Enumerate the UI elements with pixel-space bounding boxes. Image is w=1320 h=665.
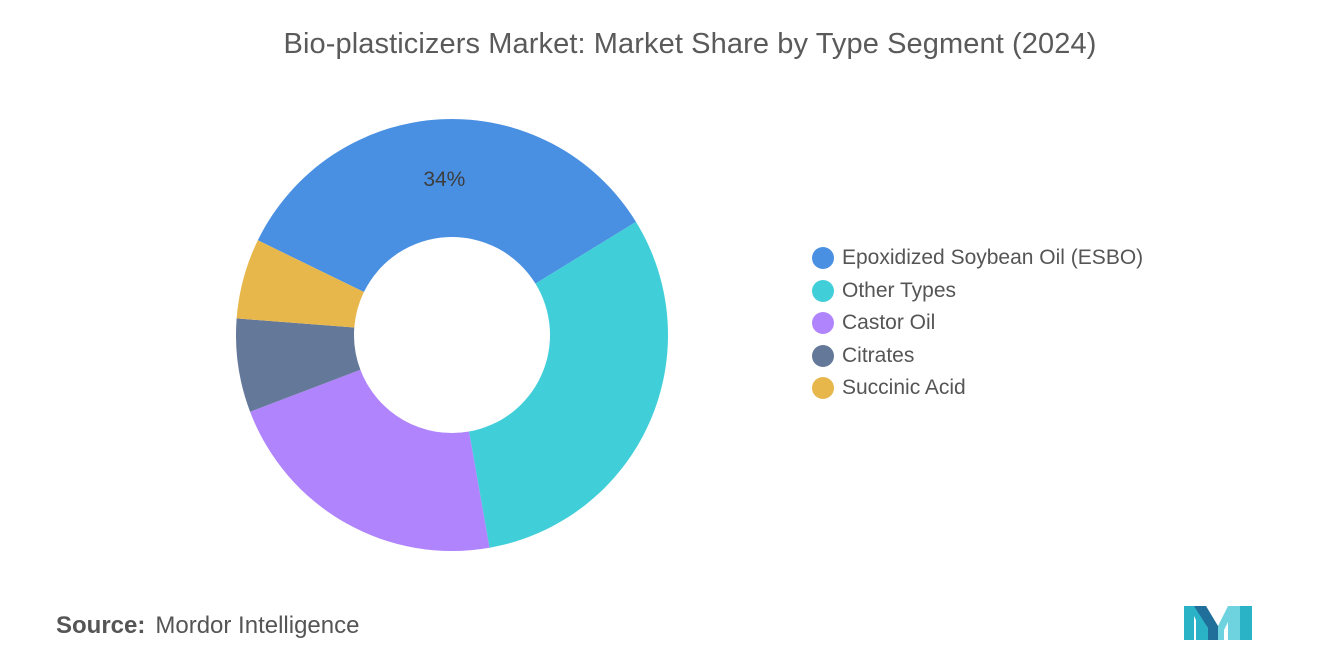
mordor-intelligence-logo-icon (1184, 606, 1252, 640)
legend-item-castor-oil: Castor Oil (812, 307, 1143, 340)
legend-label: Succinic Acid (842, 376, 966, 400)
donut-data-labels: 34% (423, 168, 465, 191)
slice-castor-oil (250, 369, 490, 551)
legend-item-epoxidized-soybean-oil-esbo: Epoxidized Soybean Oil (ESBO) (812, 242, 1143, 275)
source-text: Mordor Intelligence (155, 612, 360, 639)
source-note: Source: Mordor Intelligence (56, 612, 359, 640)
legend-swatch (812, 344, 834, 367)
legend: Epoxidized Soybean Oil (ESBO) Other Types… (812, 242, 1143, 405)
slice-other-types (469, 221, 668, 548)
slice-succinic-acid (236, 240, 364, 328)
legend-swatch (812, 247, 834, 270)
legend-swatch (812, 312, 834, 335)
slice-citrates (236, 318, 361, 412)
data-label-epoxidized-soybean-oil-esbo: 34% (423, 168, 465, 191)
slice-epoxidized-soybean-oil-esbo (257, 119, 636, 293)
legend-item-citrates: Citrates (812, 340, 1143, 373)
legend-swatch (812, 377, 834, 400)
chart-title: Bio-plasticizers Market: Market Share by… (283, 28, 1097, 60)
legend-label: Citrates (842, 343, 915, 367)
legend-item-other-types: Other Types (812, 275, 1143, 308)
donut-slices (236, 119, 668, 551)
legend-swatch (812, 279, 834, 302)
legend-label: Epoxidized Soybean Oil (ESBO) (842, 246, 1144, 270)
legend-label: Castor Oil (842, 311, 936, 335)
source-label: Source: (56, 612, 146, 639)
legend-label: Other Types (842, 278, 957, 302)
legend-item-succinic-acid: Succinic Acid (812, 372, 1143, 405)
